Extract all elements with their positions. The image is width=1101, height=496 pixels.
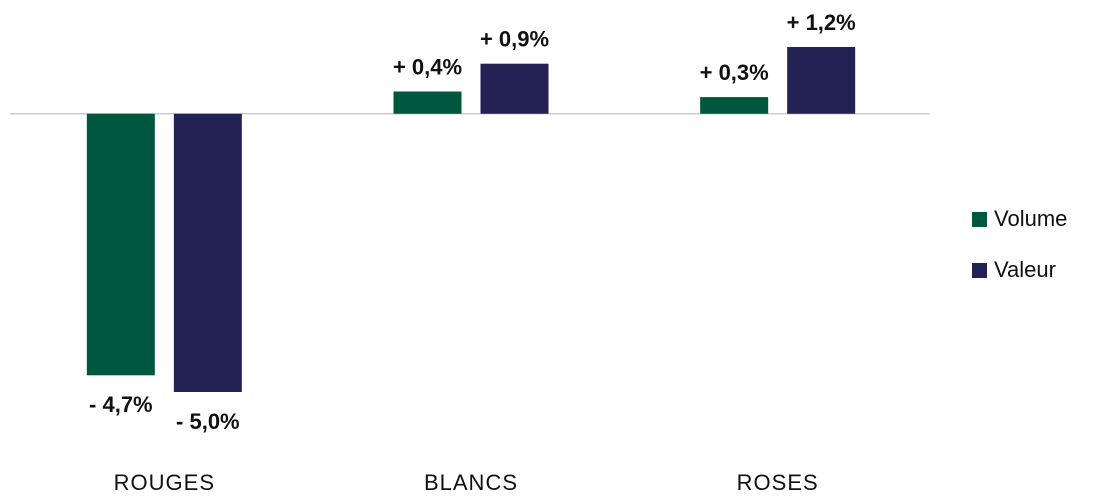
value-label: + 0,9% (480, 27, 549, 52)
bar (700, 97, 769, 114)
value-label: - 4,7% (89, 392, 153, 417)
value-label: + 1,2% (787, 10, 856, 35)
legend-swatch (972, 212, 987, 227)
value-label: + 0,4% (393, 54, 462, 79)
x-tick-label: ROSES (737, 470, 819, 495)
bar (480, 63, 549, 114)
bar (393, 91, 462, 114)
legend-label: Valeur (994, 257, 1056, 282)
bar (86, 113, 155, 376)
x-tick-label: BLANCS (424, 470, 518, 495)
bar (787, 47, 856, 114)
bar (173, 113, 242, 392)
value-label: + 0,3% (700, 60, 769, 85)
value-label: - 5,0% (176, 409, 240, 434)
x-tick-label: ROUGES (114, 470, 215, 495)
legend-swatch (972, 263, 987, 278)
legend-label: Volume (994, 206, 1067, 231)
